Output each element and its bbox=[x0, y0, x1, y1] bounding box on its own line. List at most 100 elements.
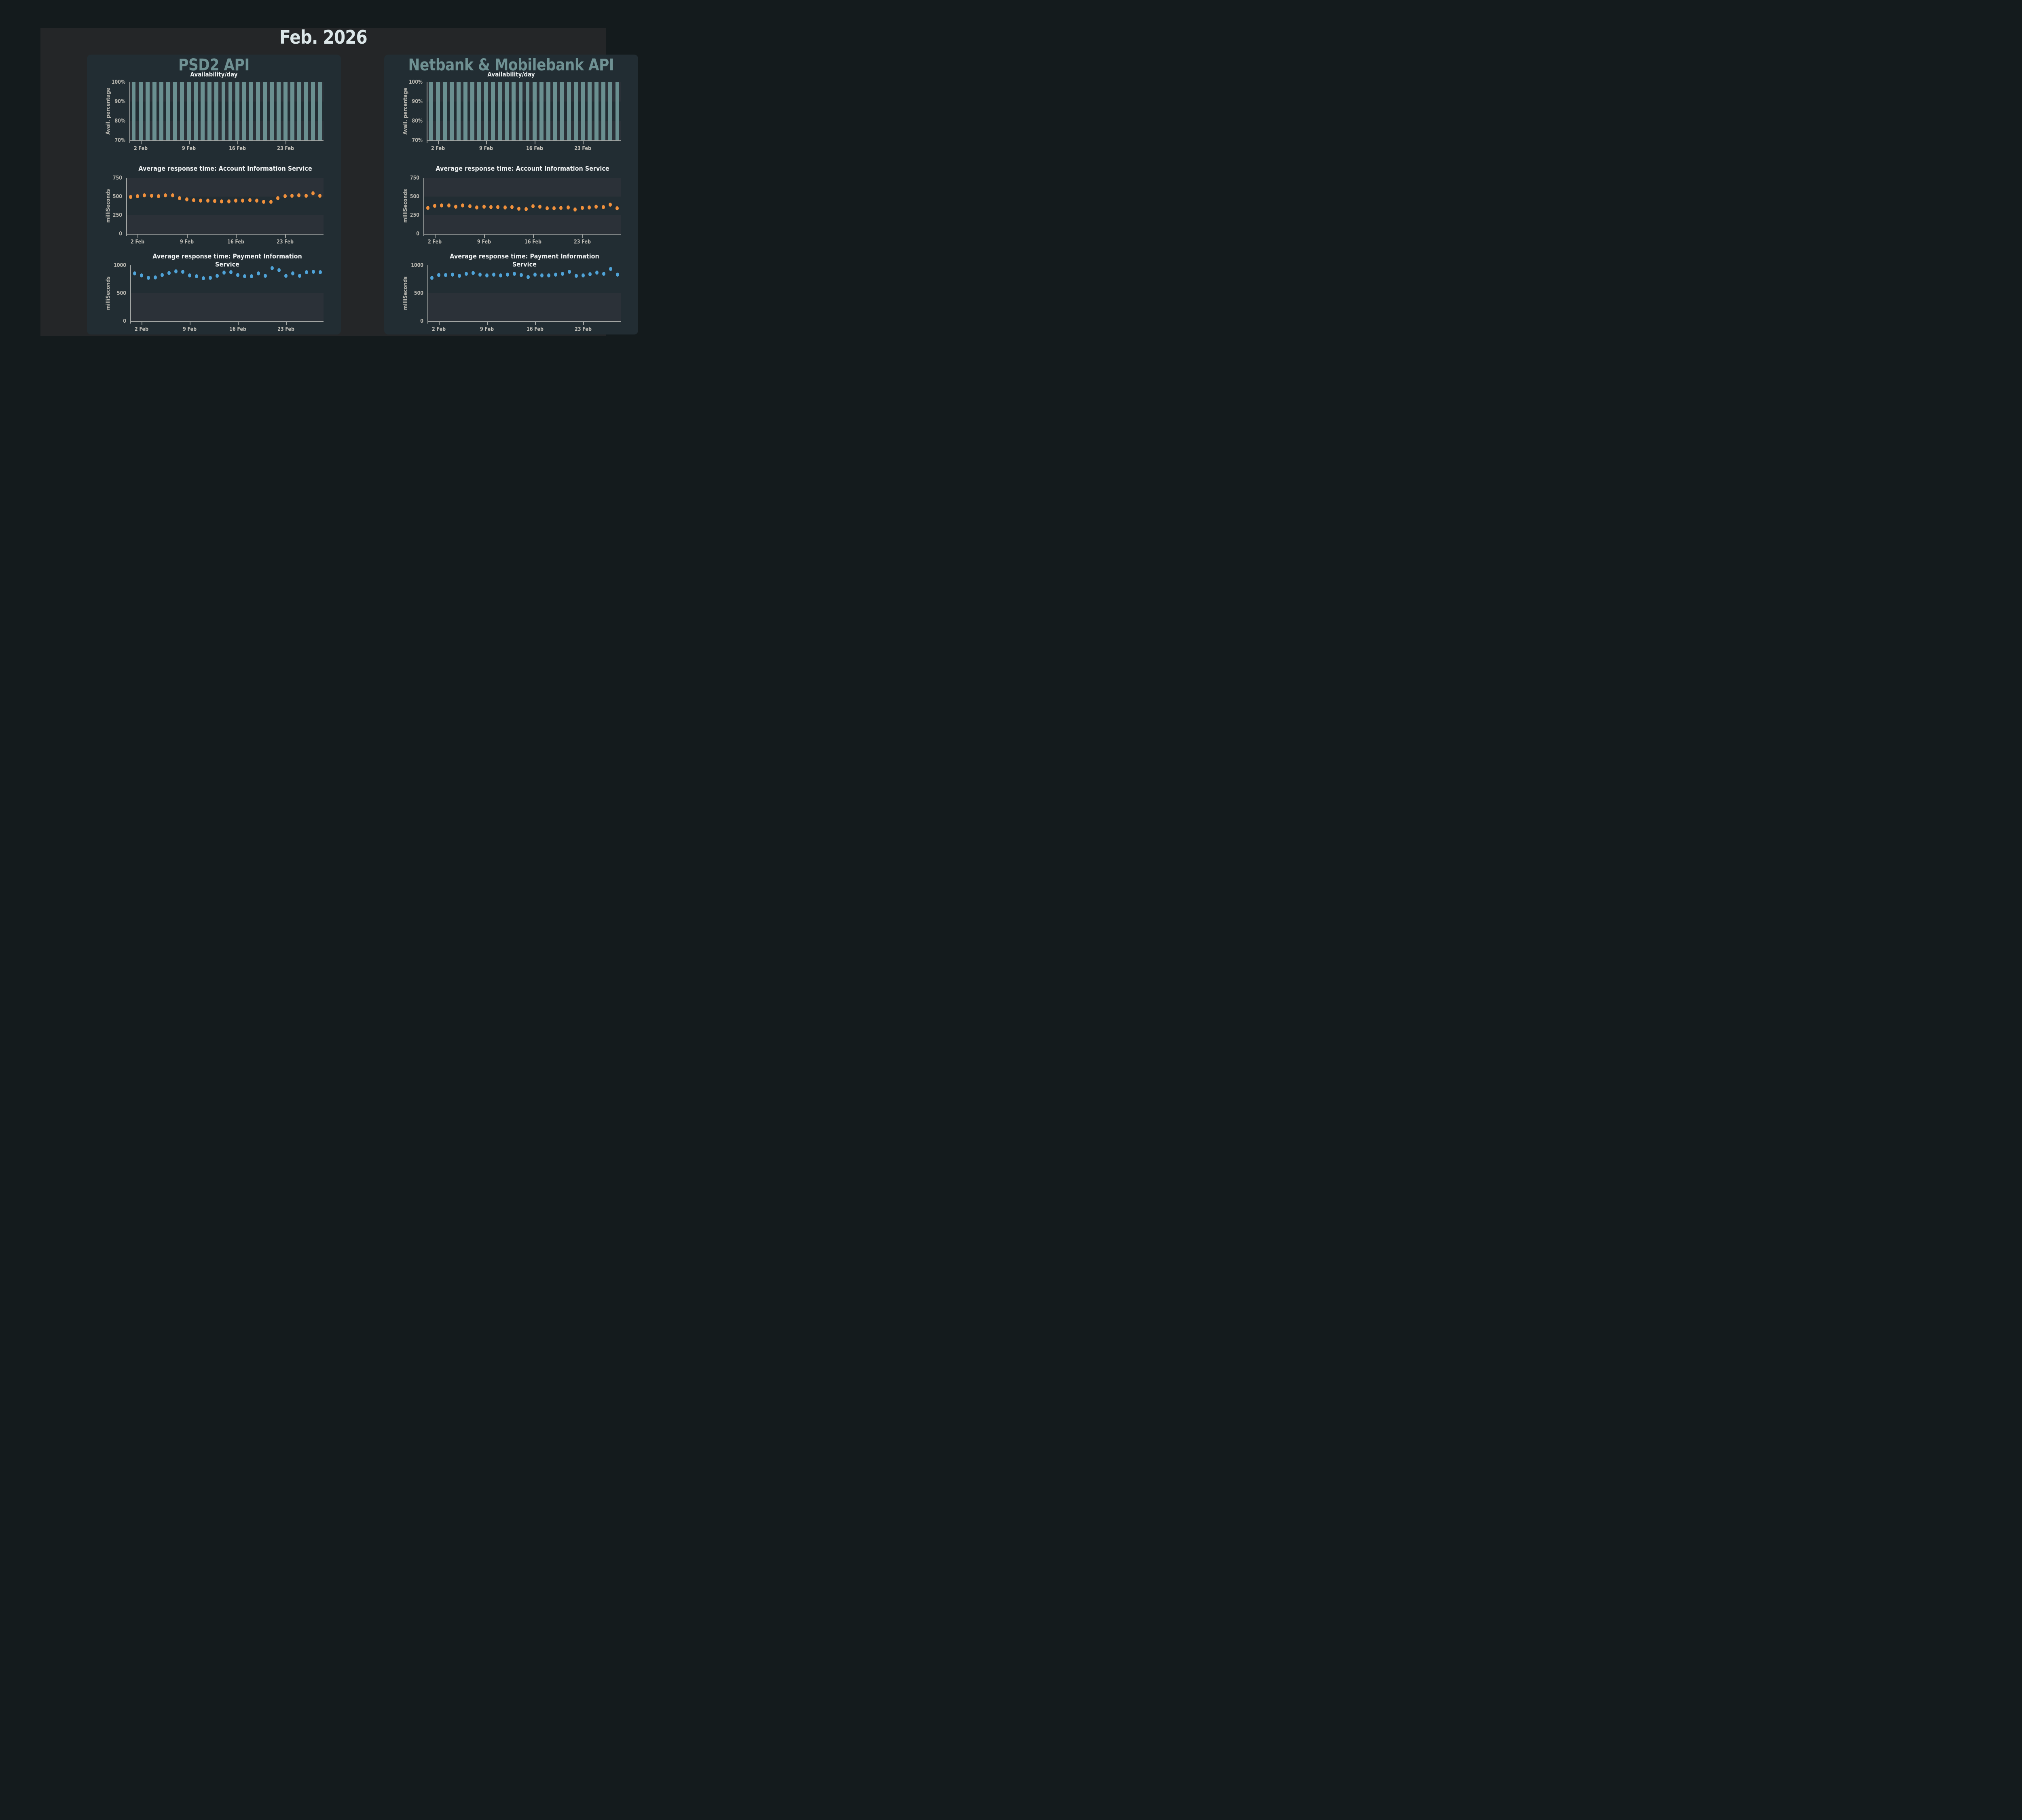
scatter-dot bbox=[559, 205, 563, 210]
x-tick-mark bbox=[438, 141, 439, 144]
availability-bar bbox=[214, 82, 219, 140]
y-axis-line bbox=[427, 265, 428, 324]
y-axis-label: 500 bbox=[112, 194, 122, 200]
availability-bar bbox=[546, 82, 550, 140]
scatter-dot bbox=[174, 269, 178, 274]
scatter-dot bbox=[262, 199, 266, 204]
x-tick-label: 9 Feb bbox=[180, 239, 194, 245]
x-tick-mark bbox=[583, 141, 584, 144]
availability-bar bbox=[201, 82, 205, 140]
scatter-dot bbox=[471, 271, 475, 275]
scatter-dot bbox=[506, 273, 509, 277]
x-tick-label: 23 Feb bbox=[277, 146, 294, 152]
x-tick-label: 2 Feb bbox=[134, 326, 148, 332]
y-axis-label: 750 bbox=[112, 175, 122, 181]
y-axis-label: 90% bbox=[412, 99, 423, 105]
x-tick-mark bbox=[486, 141, 487, 144]
y-axis-label: 0 bbox=[420, 318, 423, 324]
scatter-dot bbox=[164, 193, 167, 198]
page-title: Feb. 2026 bbox=[279, 26, 368, 48]
y-axis-label: 70% bbox=[114, 138, 125, 144]
chart-title: Average response time: Payment Informati… bbox=[450, 252, 599, 268]
scatter-dot bbox=[157, 194, 161, 199]
x-tick-mark bbox=[484, 235, 485, 238]
x-tick-mark bbox=[137, 235, 139, 238]
scatter-dot bbox=[538, 205, 542, 209]
availability-bar bbox=[152, 82, 157, 140]
plot-band bbox=[424, 178, 621, 197]
x-tick-label: 16 Feb bbox=[526, 326, 544, 332]
scatter-dot bbox=[136, 194, 140, 198]
x-tick-mark bbox=[435, 235, 436, 238]
scatter-dot bbox=[206, 199, 209, 203]
y-axis-label: 70% bbox=[412, 138, 423, 144]
scatter-dot bbox=[270, 266, 274, 271]
y-axis-label: 80% bbox=[412, 118, 423, 124]
availability-bar bbox=[173, 82, 177, 140]
scatter-dot bbox=[492, 272, 495, 277]
availability-bar bbox=[608, 82, 613, 140]
scatter-dot bbox=[241, 198, 245, 203]
y-axis-label: 500 bbox=[116, 290, 126, 296]
availability-bar bbox=[477, 82, 481, 140]
x-tick-mark bbox=[285, 235, 286, 238]
x-axis-line bbox=[129, 140, 324, 141]
availability-bar bbox=[463, 82, 467, 140]
availability-bar bbox=[131, 82, 136, 140]
scatter-dot bbox=[160, 273, 164, 277]
y-axis-label: 500 bbox=[410, 194, 419, 200]
scatter-dot bbox=[482, 204, 486, 209]
scatter-dot bbox=[250, 274, 253, 279]
scatter-dot bbox=[215, 273, 219, 278]
x-tick-label: 2 Feb bbox=[131, 239, 145, 245]
x-tick-label: 16 Feb bbox=[229, 326, 246, 332]
availability-bar bbox=[581, 82, 585, 140]
availability-bar bbox=[262, 82, 267, 140]
x-tick-mark bbox=[140, 141, 142, 144]
scatter-dot bbox=[581, 273, 585, 278]
availability-bar bbox=[207, 82, 212, 140]
scatter-dot bbox=[201, 276, 205, 280]
y-axis-line bbox=[423, 178, 424, 236]
availability-bar bbox=[574, 82, 578, 140]
x-tick-label: 23 Feb bbox=[574, 146, 591, 152]
y-axis-label: 0 bbox=[119, 231, 122, 237]
availability-bar bbox=[235, 82, 239, 140]
availability-bar bbox=[436, 82, 440, 140]
scatter-dot bbox=[167, 271, 171, 275]
plot-band bbox=[131, 293, 324, 321]
x-tick-mark bbox=[237, 322, 239, 325]
x-tick-mark bbox=[535, 322, 536, 325]
availability-bar bbox=[187, 82, 191, 140]
availability-bar bbox=[498, 82, 502, 140]
scatter-dot bbox=[573, 207, 577, 212]
availability-bar bbox=[505, 82, 509, 140]
availability-bar bbox=[429, 82, 433, 140]
x-tick-label: 9 Feb bbox=[477, 239, 491, 245]
y-axis-label: 1000 bbox=[114, 262, 126, 269]
scatter-dot bbox=[304, 194, 308, 198]
availability-bar bbox=[539, 82, 544, 140]
scatter-dot bbox=[426, 205, 429, 210]
scatter-dot bbox=[290, 193, 294, 198]
scatter-dot bbox=[552, 206, 556, 211]
scatter-dot bbox=[150, 193, 153, 198]
scatter-dot bbox=[602, 272, 605, 276]
scatter-dot bbox=[129, 195, 132, 199]
scatter-dot bbox=[291, 271, 294, 276]
availability-bar bbox=[270, 82, 274, 140]
plot-band bbox=[427, 82, 621, 102]
y-axis-label: 1000 bbox=[411, 262, 423, 269]
scatter-dot bbox=[283, 194, 287, 198]
availability-bar bbox=[601, 82, 606, 140]
availability-bar bbox=[256, 82, 260, 140]
scatter-dot bbox=[485, 273, 489, 277]
y-axis-title: milliSeconds bbox=[105, 276, 112, 310]
scatter-dot bbox=[447, 203, 451, 208]
availability-bar bbox=[588, 82, 592, 140]
scatter-dot bbox=[461, 203, 465, 208]
x-tick-mark bbox=[186, 235, 188, 238]
availability-bar bbox=[277, 82, 281, 140]
x-tick-label: 23 Feb bbox=[277, 326, 294, 332]
scatter-dot bbox=[178, 196, 182, 201]
